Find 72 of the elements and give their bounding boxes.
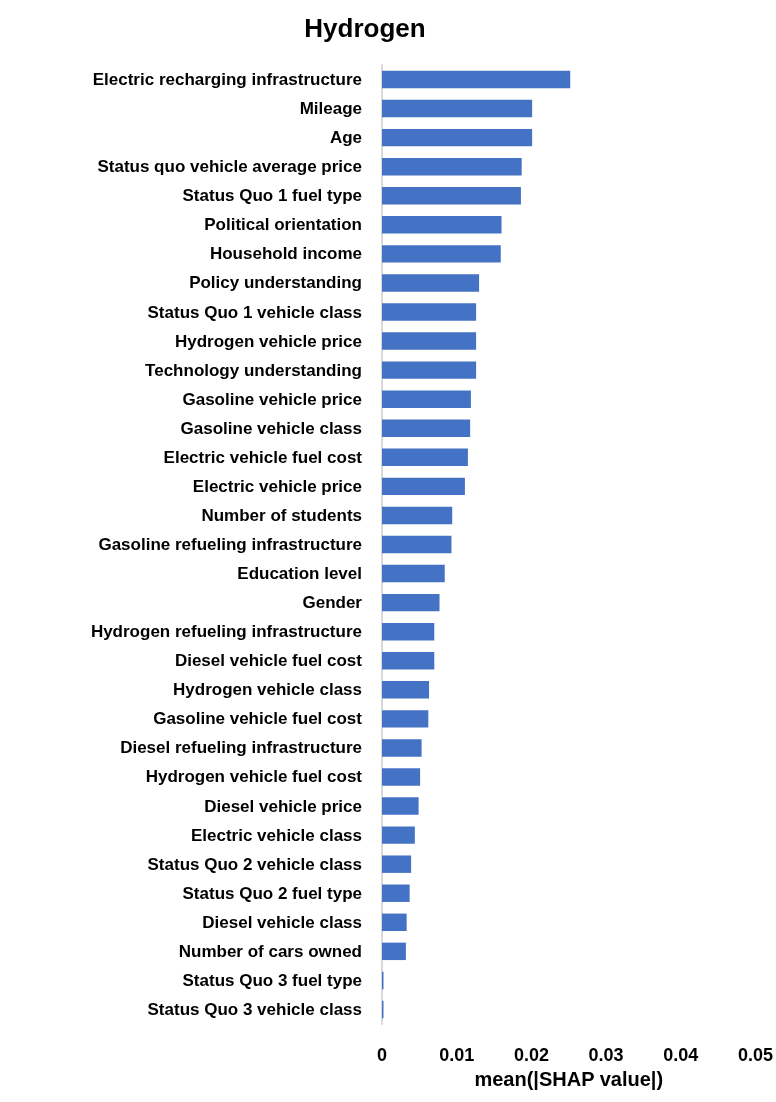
bar (382, 652, 435, 670)
bar (382, 710, 429, 728)
y-tick-label: Electric vehicle price (192, 476, 362, 496)
x-tick-label: 0.04 (663, 1045, 699, 1065)
y-tick-label: Gasoline refueling infrastructure (98, 535, 362, 554)
y-tick-label: Technology understanding (145, 360, 362, 380)
bar (382, 942, 406, 961)
y-tick-label: Status Quo 3 fuel type (182, 970, 362, 990)
x-tick-label: 0.02 (513, 1045, 549, 1065)
bar (382, 390, 471, 408)
bar (382, 99, 533, 118)
y-tick-label: Gasoline vehicle class (180, 418, 362, 438)
bar (382, 187, 521, 205)
bar (382, 768, 421, 786)
y-tick-label: Status Quo 1 vehicle class (147, 302, 362, 322)
y-tick-label: Status Quo 2 vehicle class (147, 854, 362, 874)
bar (382, 797, 419, 815)
y-tick-label: Hydrogen vehicle price (174, 331, 362, 351)
y-tick-label: Age (329, 128, 362, 148)
y-tick-label: Diesel vehicle class (202, 912, 362, 932)
y-tick-label: Diesel vehicle price (204, 796, 362, 816)
y-tick-label: Hydrogen vehicle class (173, 680, 362, 700)
bar (382, 564, 445, 583)
bar (382, 361, 477, 379)
y-tick-label: Diesel vehicle fuel cost (174, 651, 363, 671)
bar (382, 739, 422, 757)
bar (382, 826, 415, 844)
y-tick-label: Household income (209, 244, 362, 264)
bar (382, 274, 480, 292)
bar (382, 448, 468, 467)
bar (382, 855, 412, 873)
y-tick-label: Policy understanding (189, 273, 362, 293)
y-tick-label: Education level (237, 564, 362, 584)
bar (382, 216, 502, 234)
bar (382, 622, 435, 641)
y-tick-label: Status Quo 1 fuel type (182, 186, 362, 206)
bar (382, 332, 477, 350)
y-tick-label: Status Quo 2 fuel type (182, 883, 362, 903)
bar (382, 157, 522, 176)
bar (382, 245, 501, 263)
x-tick-label: 0.03 (588, 1045, 624, 1065)
bar (382, 593, 440, 612)
y-tick-label: Gender (302, 593, 363, 613)
x-axis-title: mean(|SHAP value|) (474, 1067, 664, 1090)
x-tick-label: 0.01 (439, 1045, 475, 1065)
y-tick-label: Hydrogen vehicle fuel cost (145, 767, 363, 787)
y-tick-label: Electric recharging infrastructure (92, 70, 362, 90)
bar (382, 70, 571, 89)
y-tick-label: Status Quo 3 vehicle class (147, 999, 362, 1019)
y-tick-label: Gasoline vehicle price (182, 389, 362, 409)
y-tick-label: Number of cars owned (178, 941, 362, 961)
y-tick-label: Hydrogen refueling infrastructure (90, 622, 362, 642)
y-tick-label: Number of students (201, 505, 362, 525)
bar (382, 681, 430, 699)
y-tick-label: Electric vehicle class (190, 825, 362, 845)
bar (382, 419, 471, 437)
y-tick-label: Political orientation (204, 215, 362, 235)
bar (382, 128, 533, 147)
bar (382, 884, 410, 902)
bar (382, 477, 465, 496)
y-tick-label: Mileage (299, 99, 362, 119)
y-tick-label: Diesel refueling infrastructure (120, 738, 362, 758)
x-tick-label: 0.05 (737, 1045, 774, 1065)
bar (382, 913, 407, 932)
y-tick-label: Status quo vehicle average price (97, 157, 362, 177)
bar (382, 506, 453, 525)
chart-title: Hydrogen (304, 13, 426, 43)
y-tick-label: Gasoline vehicle fuel cost (153, 709, 363, 729)
bar (382, 535, 452, 554)
x-tick-label: 0 (376, 1045, 388, 1065)
bar (382, 303, 477, 321)
y-tick-label: Electric vehicle fuel cost (163, 447, 363, 467)
